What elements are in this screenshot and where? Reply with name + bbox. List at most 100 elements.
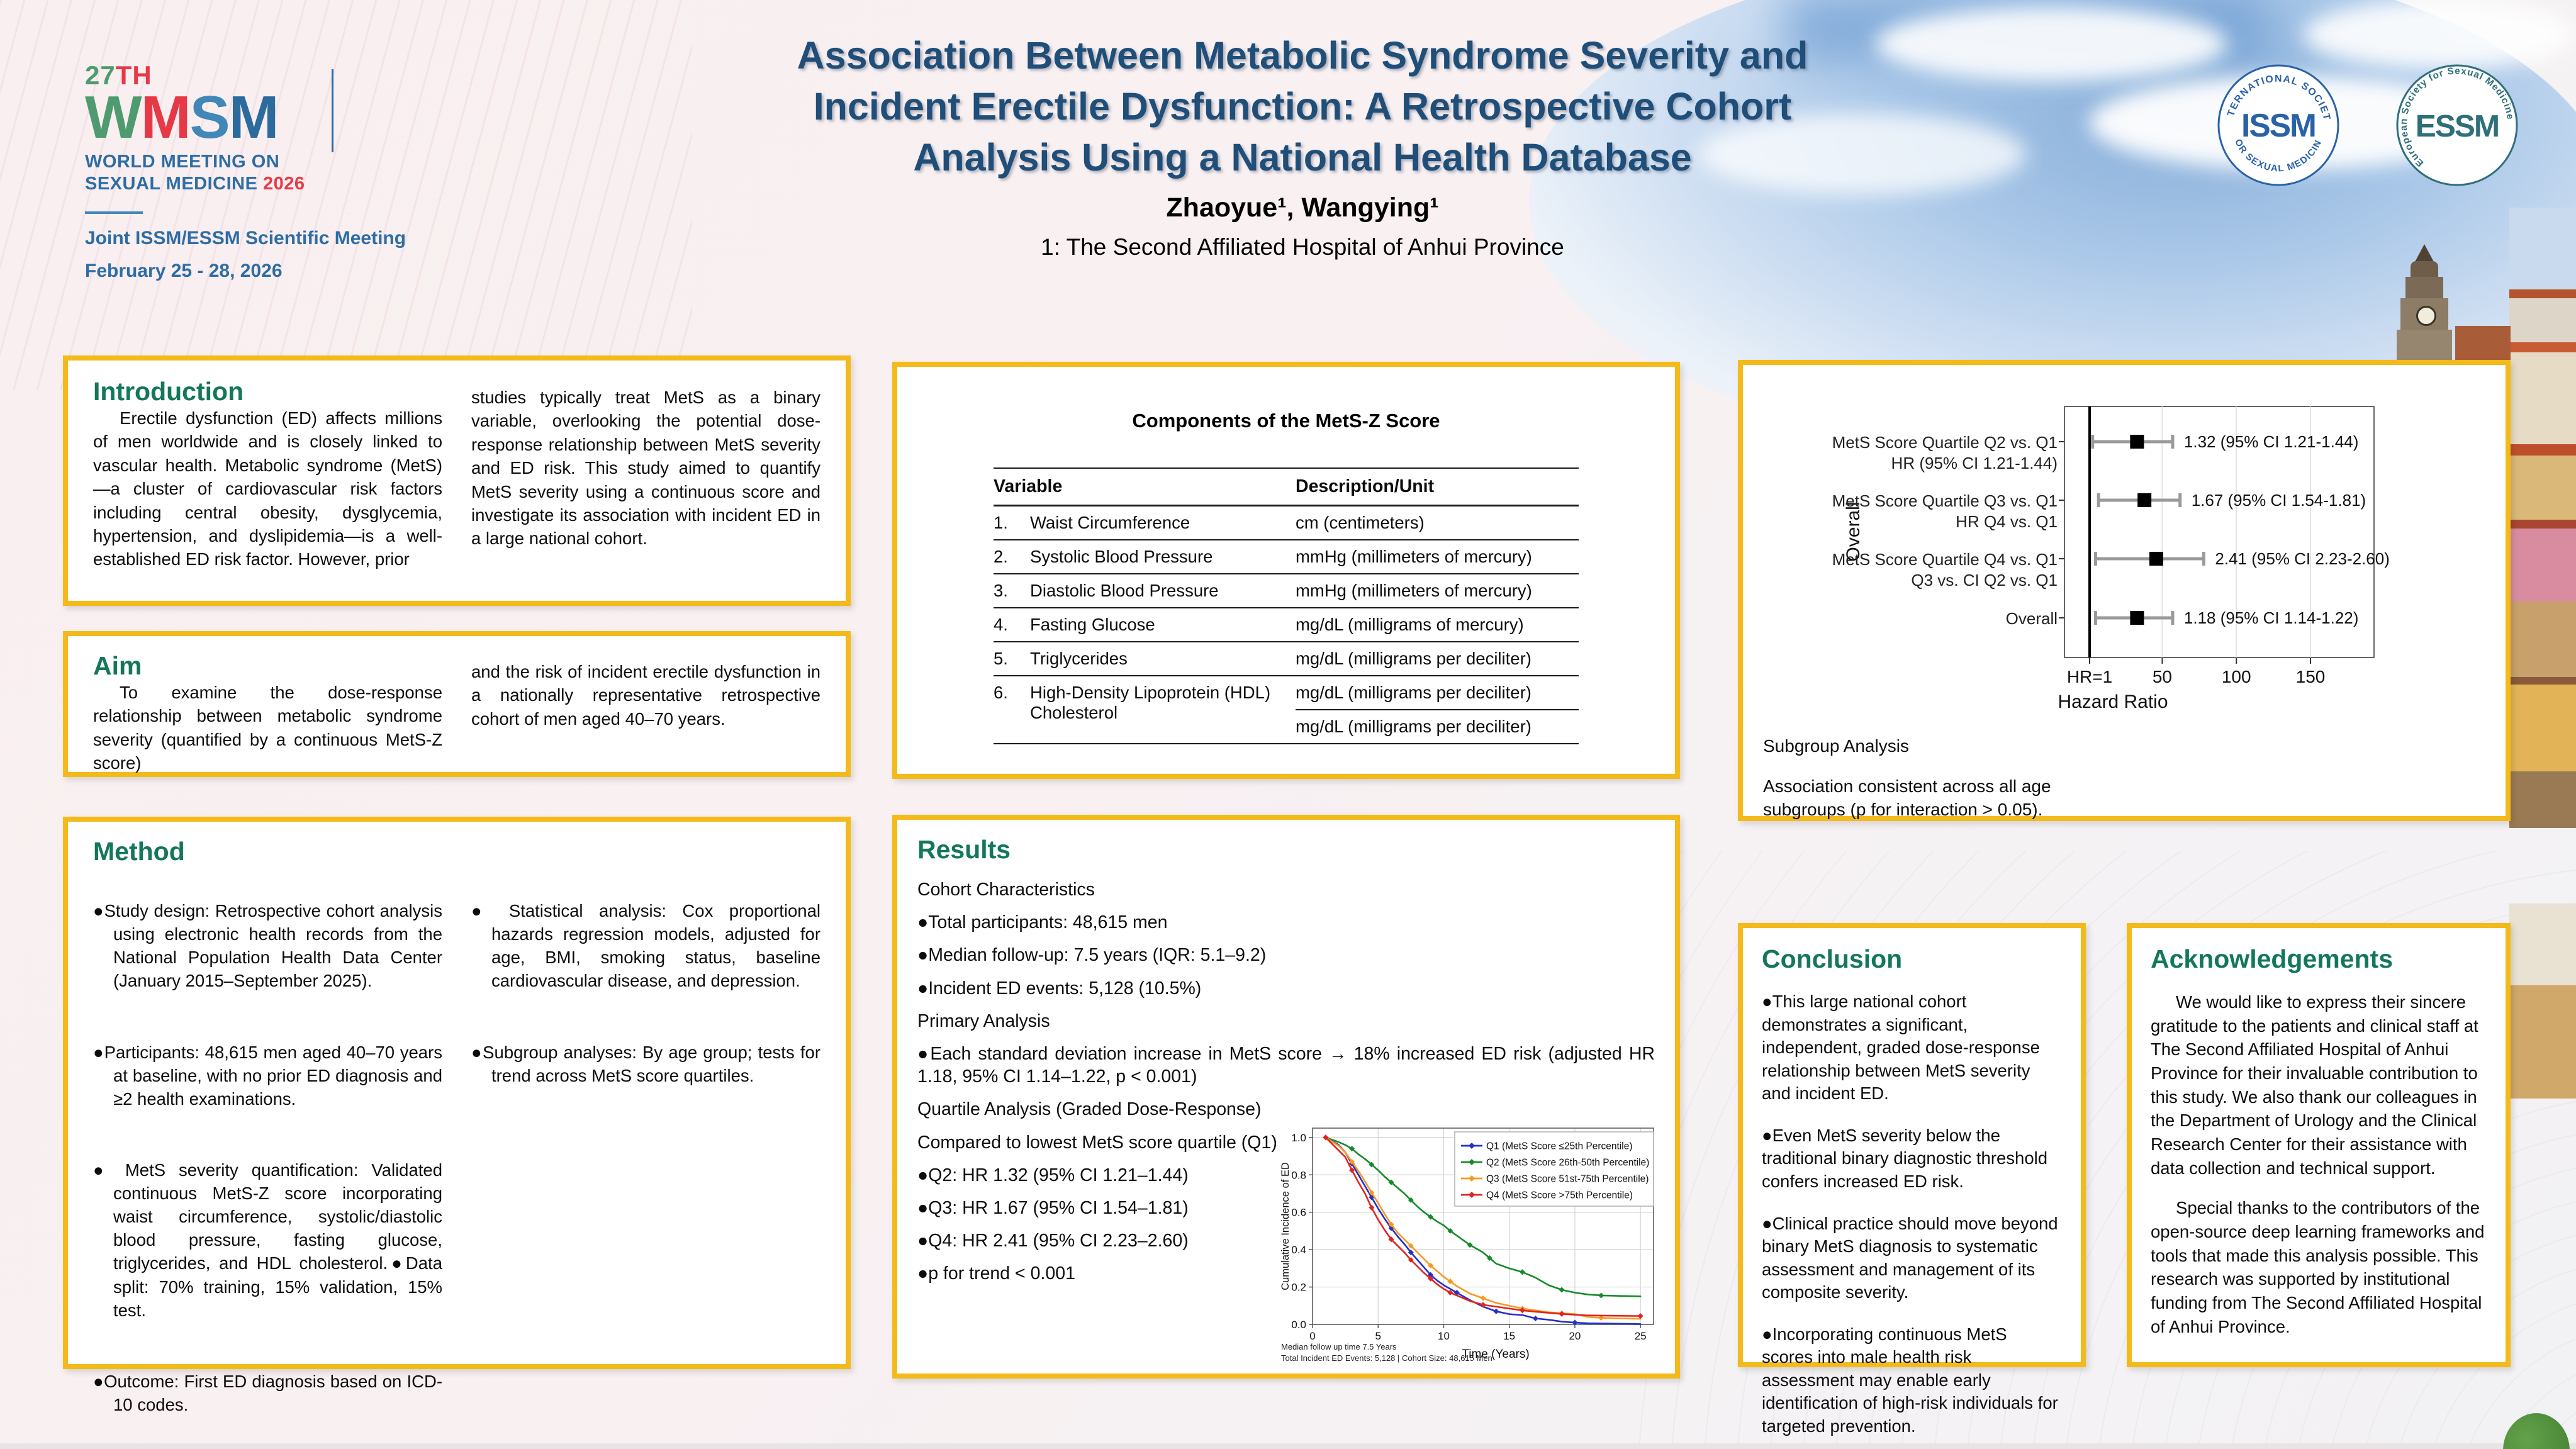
table-row: 3. Diastolic Blood Pressure mmHg (millimet… [994, 573, 1579, 607]
cityscape-sky [2509, 208, 2576, 289]
affiliation: 1: The Second Affiliated Hospital of Anh… [1041, 234, 1564, 260]
introduction-text-col1: Erectile dysfunction (ED) affects millio… [93, 408, 442, 569]
conclusion-heading: Conclusion [1762, 944, 1903, 973]
svg-text:0.6: 0.6 [1291, 1207, 1306, 1219]
svg-text:50: 50 [2153, 667, 2172, 686]
table-row: 6. High-Density Lipoprotein (HDL) Cholest… [994, 675, 1579, 743]
svg-text:0: 0 [1309, 1330, 1315, 1342]
svg-text:Q3 vs. CI Q2 vs. Q1: Q3 vs. CI Q2 vs. Q1 [1911, 571, 2058, 590]
table-row: 5. Triglycerides mg/dL (milligrams per dec… [994, 641, 1579, 675]
svg-text:0.0: 0.0 [1291, 1319, 1306, 1331]
svg-text:1.32 (95% CI 1.21-1.44): 1.32 (95% CI 1.21-1.44) [2184, 432, 2359, 451]
svg-text:ESSM: ESSM [2416, 109, 2499, 143]
cloud [1699, 113, 2026, 195]
cityscape-strip [2503, 208, 2576, 1449]
acknowledgements-section: Acknowledgements We would like to expres… [2127, 923, 2511, 1367]
svg-text:0.8: 0.8 [1291, 1169, 1306, 1181]
logo-underline [85, 211, 143, 214]
introduction-section: Introduction Erectile dysfunction (ED) a… [63, 355, 851, 606]
cityscape-building [2509, 601, 2576, 677]
cityscape-building [2509, 342, 2576, 444]
table-body: 1. Waist Circumference cm (centimeters) 2. S… [994, 506, 1579, 743]
clerigos-tower-illustration [2387, 244, 2462, 360]
svg-text:25: 25 [1635, 1330, 1647, 1342]
svg-text:1.18 (95% CI 1.14-1.22): 1.18 (95% CI 1.14-1.22) [2184, 608, 2359, 627]
table-header-variable: Variable [994, 476, 1063, 496]
essm-logo-icon: European Society for Sexual Medicine ESS… [2396, 64, 2518, 186]
svg-text:2.41 (95% CI 2.23-2.60): 2.41 (95% CI 2.23-2.60) [2215, 549, 2390, 568]
cityscape-building [2509, 289, 2576, 342]
table-title: Components of the MetS-Z Score [1132, 410, 1440, 432]
table-row: 2. Systolic Blood Pressure mmHg (millimete… [994, 539, 1579, 573]
table-header-unit: Description/Unit [1296, 476, 1435, 496]
results-section: Results Cohort Characteristics ●Total par… [892, 815, 1680, 1379]
introduction-heading: Introduction [93, 377, 244, 406]
method-section: Method ●Study design: Retrospective coho… [63, 817, 851, 1414]
aim-section: Aim To examine the dose-response relatio… [63, 631, 851, 777]
svg-text:0.2: 0.2 [1291, 1282, 1306, 1294]
tower-clock-band [2400, 298, 2448, 330]
acknowledgements-text: We would like to express their sincere g… [2151, 992, 2485, 1336]
cloud [1875, 6, 2227, 82]
svg-text:10: 10 [1438, 1330, 1450, 1342]
mets-table: Variable Description/Unit 1. Waist Circum… [994, 467, 1579, 744]
svg-text:1.0: 1.0 [1291, 1132, 1306, 1144]
aim-heading: Aim [93, 651, 142, 680]
tower-clock [2416, 306, 2436, 326]
table-row: 4. Fasting Glucose mg/dL (milligrams of me… [994, 607, 1579, 641]
results-text: Cohort Characteristics ●Total participant… [917, 880, 1655, 1284]
poster-title: Association Between Metabolic Syndrome S… [522, 30, 2083, 183]
method-column-1: ●Study design: Retrospective cohort anal… [93, 901, 442, 1414]
svg-text:Overall: Overall [2006, 609, 2058, 628]
title-line-1: Association Between Metabolic Syndrome S… [797, 34, 1808, 77]
svg-text:HR=1: HR=1 [2067, 667, 2112, 686]
table-row: 1. Waist Circumference cm (centimeters) [994, 513, 1425, 532]
svg-text:HR (95% CI 1.21-1.44): HR (95% CI 1.21-1.44) [1891, 454, 2058, 473]
svg-text:Hazard Ratio: Hazard Ratio [2058, 691, 2168, 712]
cityscape-building [2509, 985, 2576, 1099]
logo-divider [332, 69, 333, 152]
svg-text:Overall: Overall [1843, 501, 1864, 561]
svg-text:MetS Score Quartile Q4 vs. Q1: MetS Score Quartile Q4 vs. Q1 [1832, 550, 2058, 569]
svg-text:0.4: 0.4 [1291, 1244, 1306, 1256]
svg-text:150: 150 [2296, 667, 2326, 686]
background-stripes [0, 0, 692, 390]
svg-text:MetS Score Quartile Q2 vs. Q1: MetS Score Quartile Q2 vs. Q1 [1832, 433, 2058, 452]
results-heading: Results [917, 835, 1011, 864]
svg-text:Q4 (MetS Score >75th Percentil: Q4 (MetS Score >75th Percentile) [1486, 1190, 1633, 1201]
forest-plot-section: HR=1 50 100 150 Hazard Ratio Overall MetS Scor… [1738, 360, 2511, 821]
svg-text:Median follow up time 7.5 Year: Median follow up time 7.5 Years [1281, 1342, 1397, 1351]
conclusion-section: Conclusion ●This large national cohort d… [1738, 923, 2086, 1436]
tower-spire [2414, 244, 2434, 263]
wmsm-acronym: WMSM [85, 84, 279, 151]
subgroup-text: Association consistent across all age su… [1763, 776, 2051, 819]
svg-text:HR Q4 vs. Q1: HR Q4 vs. Q1 [1956, 512, 2058, 531]
conclusion-bullets: ●This large national cohort demonstrates… [1762, 992, 2058, 1436]
mets-table-section: Components of the MetS-Z Score Variable … [892, 362, 1680, 779]
cityscape-building [2509, 904, 2576, 985]
svg-text:20: 20 [1569, 1330, 1581, 1342]
cityscape-building [2509, 677, 2576, 771]
wmsm-logo: 27TH WMSM WORLD MEETING ON SEXUAL MEDICIN… [85, 60, 437, 282]
svg-text:100: 100 [2222, 667, 2251, 686]
svg-text:ISSM: ISSM [2241, 107, 2316, 143]
wmsm-subtitle: WORLD MEETING ON SEXUAL MEDICINE 2026 [85, 152, 305, 194]
acknowledgements-heading: Acknowledgements [2151, 944, 2394, 973]
rooftop-illustration [2455, 326, 2511, 360]
title-line-2: Incident Erectile Dysfunction: A Retrosp… [813, 85, 1792, 128]
title-line-3: Analysis Using a National Health Databas… [913, 136, 1692, 179]
tower-cupola [2411, 261, 2438, 277]
tower-body [2397, 330, 2452, 360]
wmsm-ordinal: 27TH [85, 60, 152, 90]
table-header-row: Variable Description/Unit [994, 467, 1579, 506]
svg-text:Time (Years): Time (Years) [1462, 1348, 1529, 1361]
svg-text:Q3 (MetS Score 51st-75th Perce: Q3 (MetS Score 51st-75th Percentile) [1486, 1174, 1649, 1185]
svg-text:Cumulative Incidence of ED: Cumulative Incidence of ED [1280, 1162, 1291, 1290]
km-chart: 0 5 10 15 20 25 0.0 0.2 0.4 0.6 0.8 1.0 Q1 (MetS Sco… [1279, 1118, 1669, 1370]
svg-text:Total Incident ED Events: 5,12: Total Incident ED Events: 5,128 | Cohort… [1281, 1353, 1492, 1363]
svg-text:Q2 (MetS Score 26th-50th Perce: Q2 (MetS Score 26th-50th Percentile) [1486, 1158, 1649, 1168]
svg-text:Q1 (MetS Score ≤25th Percentil: Q1 (MetS Score ≤25th Percentile) [1486, 1141, 1633, 1152]
svg-text:1.67 (95% CI 1.54-1.81): 1.67 (95% CI 1.54-1.81) [2192, 491, 2366, 510]
